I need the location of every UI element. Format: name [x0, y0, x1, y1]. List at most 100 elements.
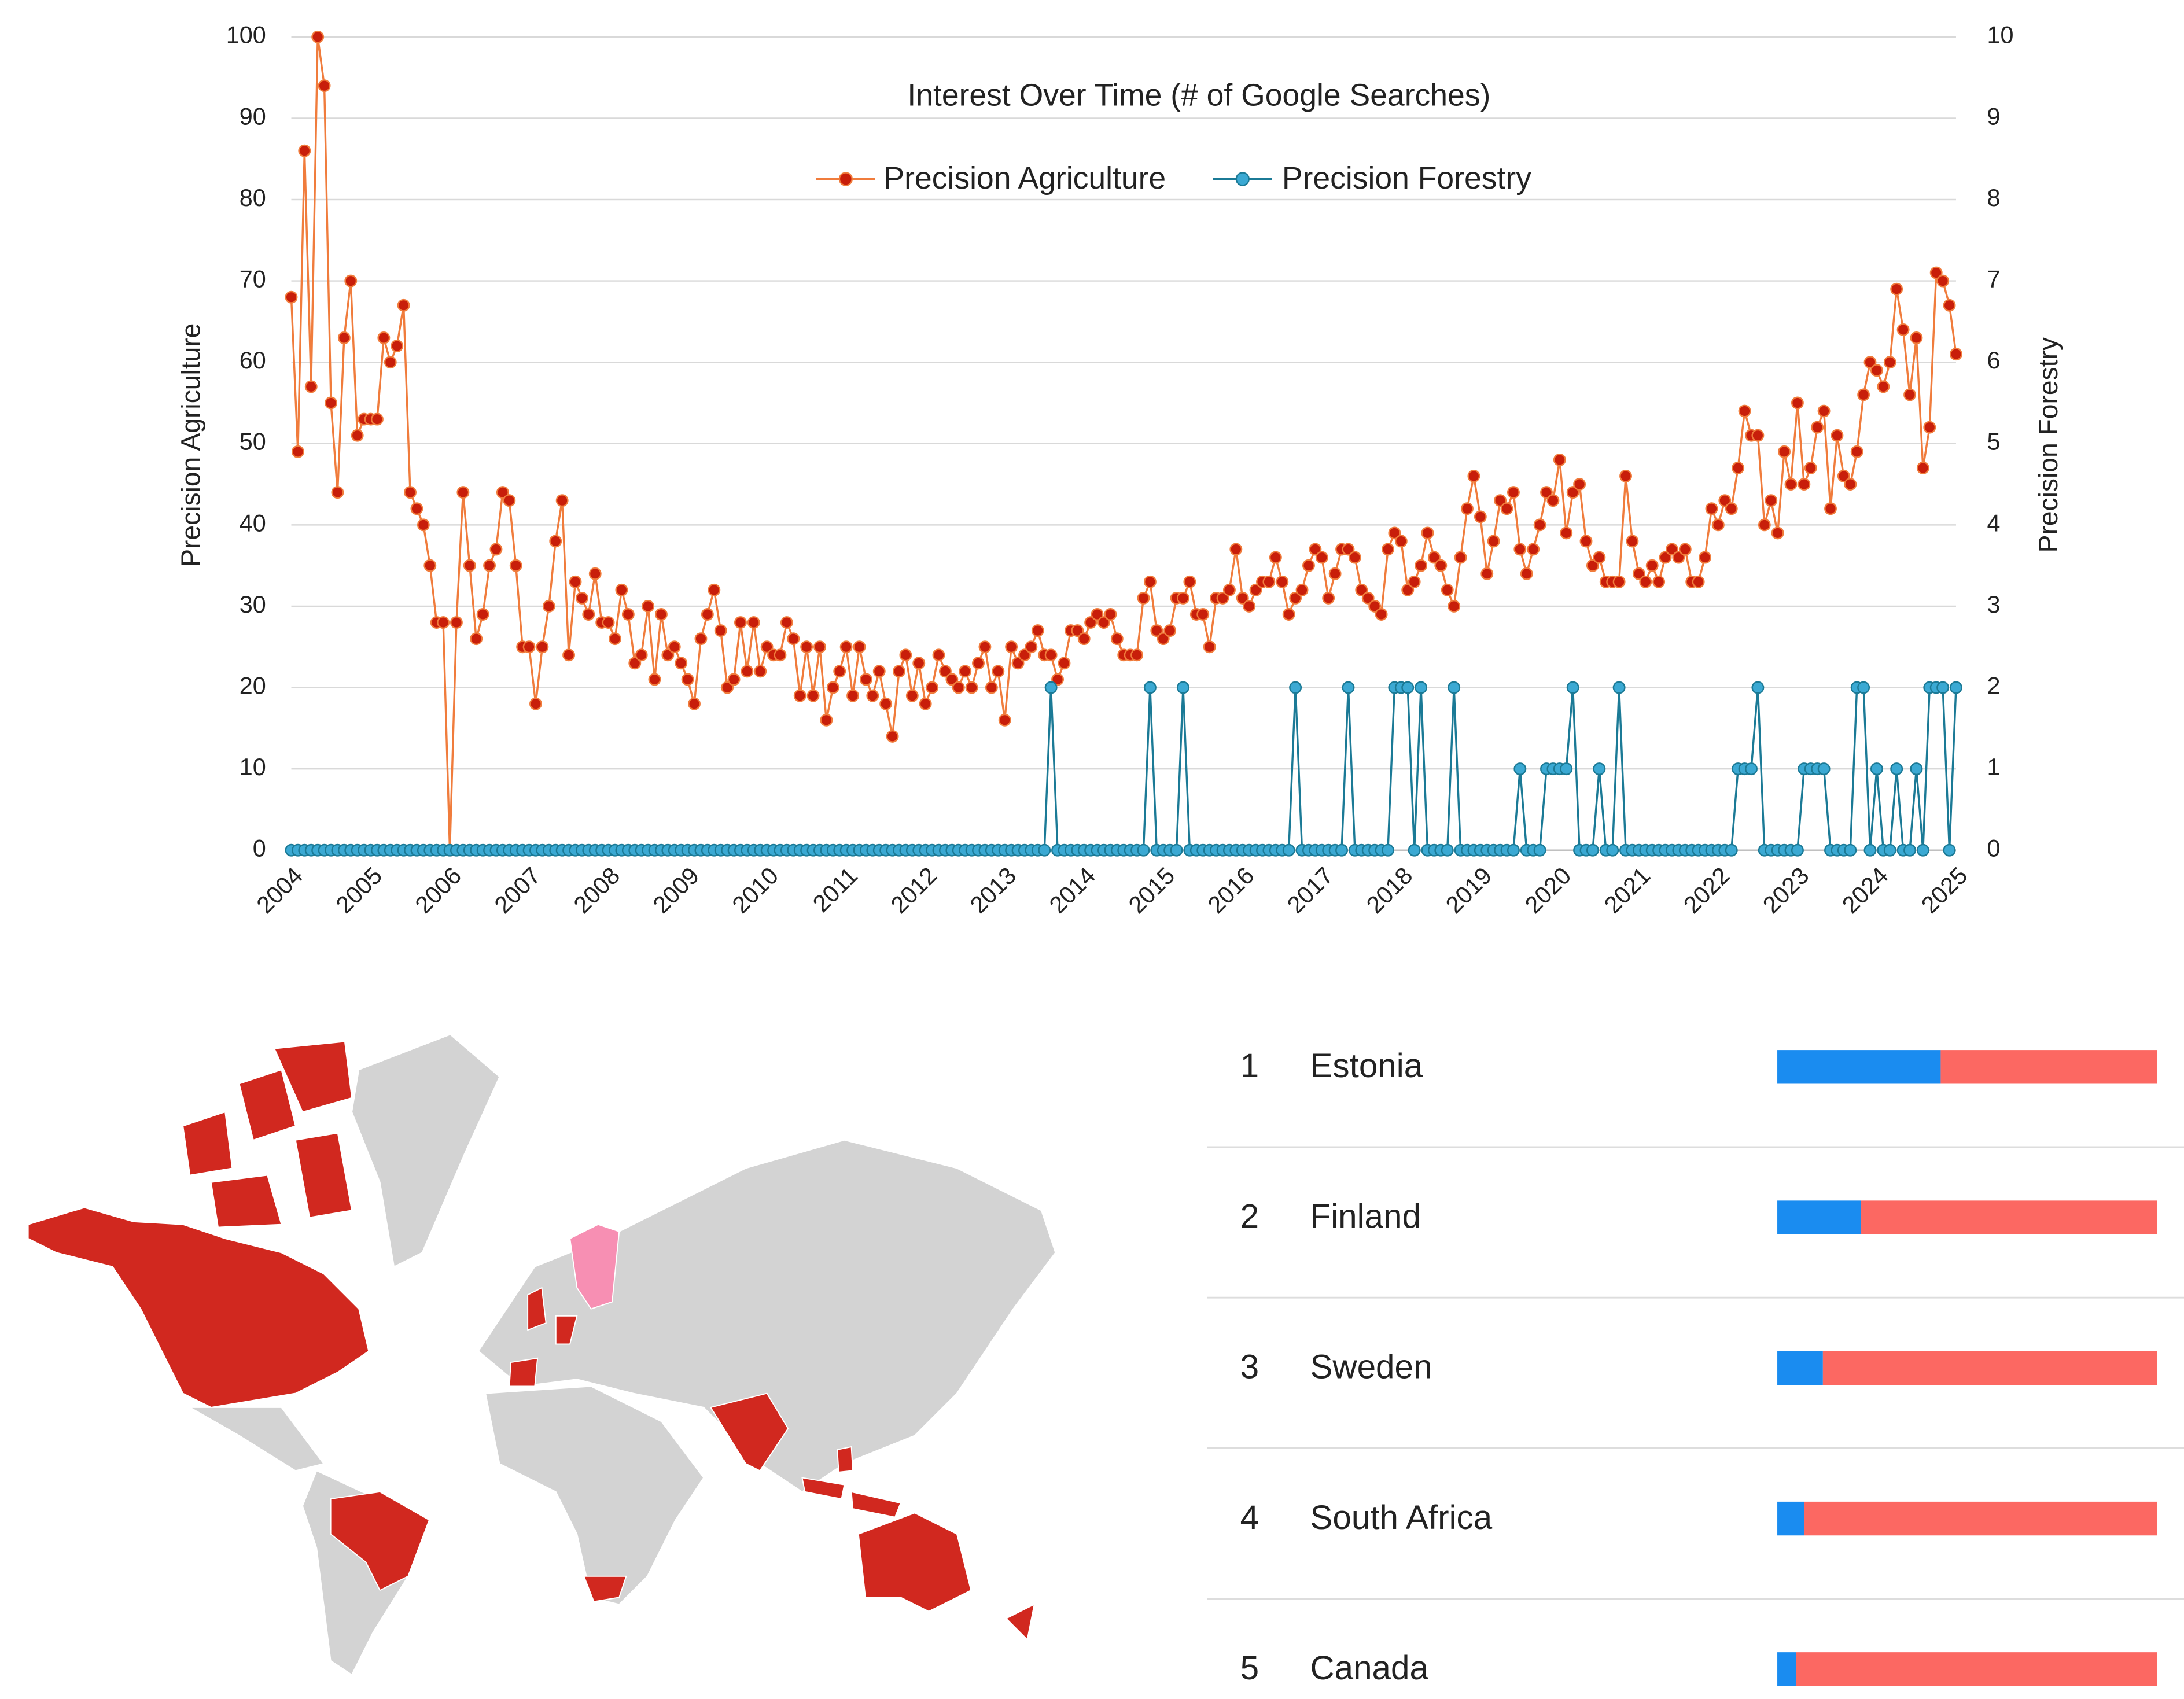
data-point [1500, 502, 1513, 515]
data-point [1289, 681, 1302, 694]
map-southeast-asia [801, 1446, 902, 1518]
world-map [27, 1034, 1056, 1676]
data-point [1084, 616, 1097, 629]
map-india [709, 1392, 789, 1472]
rank-number: 1 [1240, 1047, 1259, 1085]
data-point [727, 673, 741, 686]
data-point [1448, 600, 1461, 613]
data-point [1890, 282, 1903, 296]
data-point [1368, 600, 1382, 613]
data-point [741, 665, 754, 678]
data-point [985, 681, 998, 694]
data-point [325, 396, 337, 410]
map-eurasia [477, 1139, 1056, 1493]
data-point [642, 600, 655, 613]
data-point [1533, 518, 1546, 532]
data-point [1427, 551, 1441, 564]
data-point [1480, 567, 1494, 580]
data-point [959, 665, 972, 678]
data-point [1302, 559, 1315, 572]
data-point [1401, 583, 1415, 596]
data-point [839, 640, 853, 654]
data-point [1289, 591, 1302, 605]
data-point [1612, 681, 1626, 694]
data-point [1936, 274, 1950, 288]
y2-tick-label: 8 [1987, 185, 2000, 211]
data-point [1044, 648, 1058, 662]
data-point [1870, 364, 1883, 377]
data-point [1487, 535, 1500, 548]
data-point [866, 689, 879, 702]
data-point [1540, 486, 1553, 499]
data-point [879, 697, 893, 710]
data-point [1910, 762, 1923, 776]
data-point [1196, 608, 1210, 621]
data-point [423, 559, 437, 572]
data-point [654, 608, 668, 621]
data-point [503, 494, 516, 507]
data-point [1401, 681, 1415, 694]
data-point [509, 559, 522, 572]
share-bar [1861, 1200, 2157, 1234]
y2-tick-label: 10 [1987, 22, 2013, 49]
data-point [522, 640, 536, 654]
data-point [1394, 535, 1408, 548]
map-new-zealand [1005, 1603, 1036, 1641]
data-point [708, 583, 721, 596]
data-point [1441, 843, 1454, 857]
data-point [476, 608, 489, 621]
data-point [1784, 478, 1798, 491]
data-point [1421, 526, 1434, 540]
data-point [668, 640, 681, 654]
data-point [1044, 681, 1058, 694]
data-point [1831, 429, 1844, 442]
data-point [1474, 510, 1487, 524]
data-point [1877, 380, 1890, 393]
data-point [1817, 404, 1831, 418]
data-point [1342, 681, 1355, 694]
data-point [1612, 575, 1626, 588]
data-point [1269, 551, 1282, 564]
data-point [1295, 583, 1309, 596]
y-tick-label: 60 [240, 347, 266, 374]
data-point [1005, 640, 1018, 654]
data-point [1282, 843, 1295, 857]
data-point [774, 648, 787, 662]
data-point [1038, 843, 1051, 857]
data-point [1659, 551, 1672, 564]
data-point [456, 486, 470, 499]
data-point [1520, 567, 1533, 580]
data-point [1091, 608, 1104, 621]
data-point [1249, 583, 1262, 596]
legend-label: Precision Agriculture [884, 161, 1166, 196]
data-point [331, 486, 344, 499]
data-point [813, 640, 826, 654]
data-point [1507, 486, 1520, 499]
data-point [1348, 551, 1361, 564]
data-point [800, 640, 813, 654]
y-tick-label: 90 [240, 103, 266, 130]
data-point [1566, 486, 1579, 499]
data-point [734, 616, 747, 629]
data-point [1322, 591, 1335, 605]
data-point [1513, 762, 1527, 776]
region-name: Finland [1310, 1197, 1421, 1235]
data-point [1850, 445, 1863, 458]
y-tick-label: 70 [240, 266, 266, 293]
data-point [1791, 396, 1804, 410]
data-point [661, 648, 675, 662]
data-point [945, 673, 959, 686]
y-tick-label: 100 [226, 22, 266, 49]
data-point [483, 559, 496, 572]
data-point [635, 648, 648, 662]
data-point [1705, 502, 1718, 515]
data-point [285, 290, 298, 304]
data-point [1382, 843, 1394, 857]
rank-number: 3 [1240, 1348, 1259, 1386]
data-point [621, 608, 635, 621]
data-point [1566, 681, 1579, 694]
share-bar [1777, 1652, 1796, 1686]
y2-tick-label: 4 [1987, 510, 2000, 536]
data-point [1222, 583, 1236, 596]
